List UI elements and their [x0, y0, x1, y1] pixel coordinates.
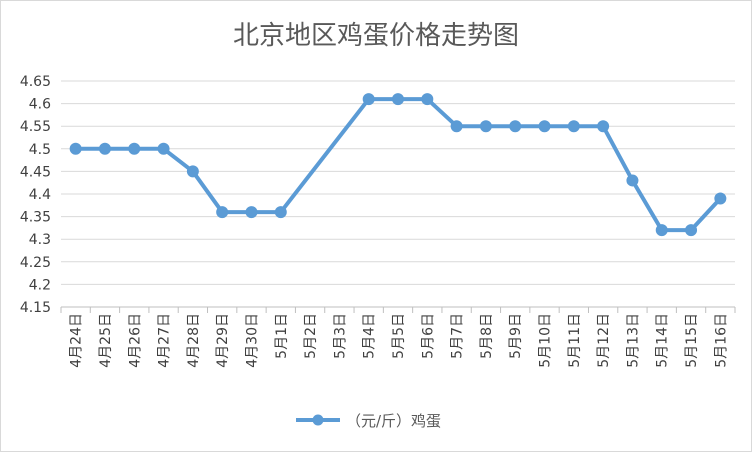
legend-label: （元/斤）鸡蛋: [346, 412, 441, 430]
y-tick-label: 4.55: [20, 119, 51, 135]
y-tick-label: 4.35: [20, 210, 51, 226]
data-point: [274, 206, 287, 219]
x-tick-label: 5月11日: [567, 313, 583, 368]
data-point: [714, 192, 727, 205]
data-point: [567, 120, 580, 133]
data-point: [216, 206, 229, 219]
x-axis: 4月24日 4月25日 4月26日 4月27日 4月28日 4月29日 4月30日 5月1日 5…: [60, 307, 736, 368]
x-tick-label: 4月26日: [127, 313, 143, 368]
data-point: [685, 224, 698, 237]
x-tick-label: 5月6日: [420, 313, 436, 359]
y-tick-label: 4.3: [29, 232, 51, 248]
data-point: [245, 206, 258, 219]
y-tick-label: 4.15: [20, 300, 51, 316]
x-tick-label: 5月7日: [450, 313, 466, 359]
x-tick-label: 4月30日: [244, 313, 260, 368]
data-point: [538, 120, 551, 133]
x-tick-label: 4月28日: [186, 313, 202, 368]
x-tick-label: 5月1日: [274, 313, 290, 359]
y-axis: 4.15 4.2 4.25 4.3 4.35 4.4 4.45 4.5 4.55 4.6 4.65: [20, 74, 51, 316]
y-tick-label: 4.25: [20, 255, 51, 271]
data-point: [98, 142, 111, 155]
x-tick-label: 5月14日: [655, 313, 671, 368]
data-point: [626, 174, 639, 187]
y-tick-label: 4.45: [20, 164, 51, 180]
data-point: [392, 93, 404, 106]
y-tick-label: 4.65: [20, 74, 51, 90]
gridlines: [61, 80, 735, 308]
plot-area: [69, 93, 727, 237]
data-point: [186, 165, 199, 178]
x-tick-label: 5月15日: [684, 313, 700, 368]
data-point: [128, 142, 141, 155]
y-tick-label: 4.6: [29, 97, 51, 113]
x-tick-label: 5月16日: [713, 313, 729, 368]
x-tick-label: 5月2日: [303, 313, 319, 359]
series-line: [75, 97, 722, 233]
x-tick-label: 4月29日: [215, 313, 231, 368]
x-tick-label: 5月9日: [508, 313, 524, 359]
data-point: [362, 93, 375, 106]
chart-title: 北京地区鸡蛋价格走势图: [233, 21, 519, 51]
y-tick-label: 4.4: [29, 187, 51, 203]
data-point: [157, 142, 170, 155]
x-tick-label: 5月10日: [538, 313, 554, 368]
data-point: [450, 120, 463, 133]
data-point: [479, 120, 492, 133]
x-tick-label: 4月25日: [98, 313, 114, 368]
x-tick-label: 5月13日: [625, 313, 641, 368]
x-tick-label: 4月24日: [69, 313, 85, 368]
x-tick-label: 4月27日: [157, 313, 173, 368]
x-tick-label: 5月4日: [362, 313, 378, 359]
legend: （元/斤）鸡蛋: [296, 412, 441, 430]
x-tick-label: 5月8日: [479, 313, 495, 359]
data-point: [509, 120, 522, 133]
x-tick-label: 5月3日: [332, 313, 348, 359]
legend-marker: [312, 414, 324, 426]
x-tick-label: 5月12日: [596, 313, 612, 368]
y-tick-label: 4.5: [29, 142, 51, 158]
data-point: [655, 224, 668, 237]
data-point: [69, 142, 82, 155]
x-tick-label: 5月5日: [391, 313, 407, 359]
data-point: [597, 120, 610, 133]
data-point: [421, 93, 434, 106]
y-tick-label: 4.2: [29, 277, 51, 293]
